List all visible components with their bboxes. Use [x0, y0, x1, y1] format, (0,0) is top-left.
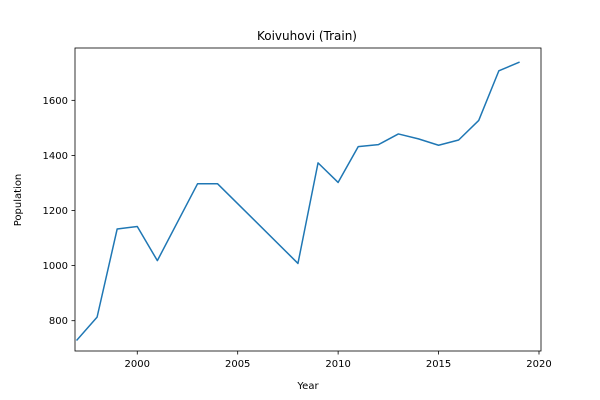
y-tick-label: 1000	[43, 261, 68, 272]
y-axis-label: Population	[13, 174, 24, 227]
x-tick-label: 2020	[526, 359, 551, 370]
y-tick-label: 1600	[43, 96, 68, 107]
x-tick-label: 2010	[325, 359, 350, 370]
x-axis-ticks: 2000 2005 2010 2015 2020	[125, 351, 552, 370]
x-axis-label: Year	[296, 381, 319, 392]
plot-frame	[74, 47, 542, 352]
x-tick-label: 2000	[125, 359, 150, 370]
x-tick-label: 2005	[225, 359, 250, 370]
chart-title: Koivuhovi (Train)	[257, 29, 357, 43]
y-tick-label: 1400	[43, 151, 68, 162]
y-tick-label: 1200	[43, 206, 68, 217]
y-axis-ticks: 800 1000 1200 1400 1600	[43, 96, 75, 327]
x-tick-label: 2015	[426, 359, 451, 370]
y-tick-label: 800	[49, 316, 68, 327]
series-line	[75, 61, 520, 342]
